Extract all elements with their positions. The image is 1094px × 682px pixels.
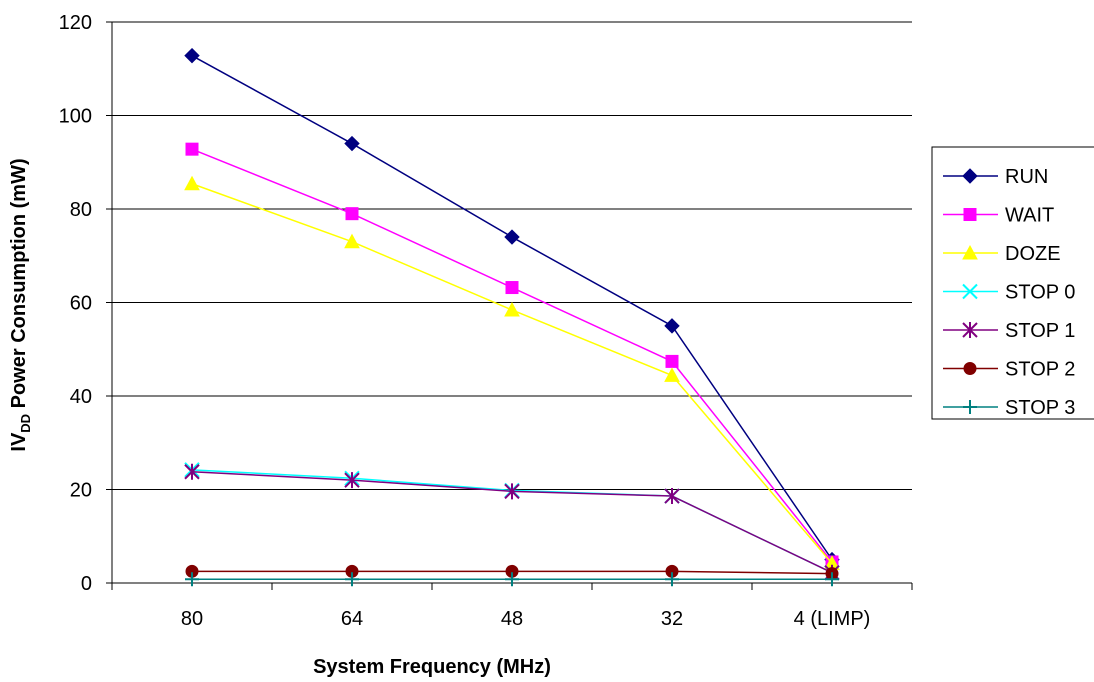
legend-box [931,146,1094,420]
legend-label: STOP 1 [1005,320,1075,342]
series-stop-1 [184,463,840,581]
legend-label: DOZE [1005,243,1061,265]
data-point-doze [504,301,520,317]
legend-marker [963,362,977,375]
data-point-run [504,229,520,245]
legend-label: STOP 2 [1005,359,1075,381]
data-point-stop-3 [185,572,199,587]
data-point-run [664,318,680,334]
legend-marker [962,322,978,338]
legend-marker [963,400,977,414]
series-wait [185,142,839,569]
y-axis-title-prefix: IV [8,432,30,452]
x-tick-label: 4 (LIMP) [794,608,871,630]
series-doze [184,175,840,570]
x-tick-label: 32 [661,608,683,630]
series-stop-2 [185,564,839,581]
legend-item-doze: DOZE [943,243,1061,265]
y-tick-label: 0 [81,573,92,595]
plot-area [184,47,840,587]
legend-label: WAIT [1005,205,1054,227]
data-point-stop-3 [665,572,679,587]
data-point-wait [185,142,199,156]
legend-label: STOP 0 [1005,282,1075,304]
legend-item-stop-1: STOP 1 [943,320,1075,342]
legend-item-stop-2: STOP 2 [943,359,1075,381]
legend-item-wait: WAIT [943,205,1054,227]
y-tick-label: 40 [70,386,92,408]
axes [106,21,913,590]
legend-marker [962,168,978,184]
data-point-wait [345,207,359,221]
legend-label: STOP 3 [1005,397,1075,419]
data-point-stop-1 [344,472,360,489]
legend-item-run: RUN [943,166,1048,188]
data-point-stop-3 [505,572,519,587]
y-axis-title-subscript: DD [18,414,33,433]
y-tick-labels: 0 20 40 60 80 100 120 [59,12,92,595]
y-tick-label: 120 [59,12,92,34]
legend-marker [962,283,978,300]
y-axis-title-suffix: Power Consumption (mW) [8,158,30,414]
series-line-wait [191,148,833,563]
legend-item-stop-0: STOP 0 [943,282,1075,304]
legend: RUN WAIT DOZE STOP 0 STOP 1 STOP 2 STOP 3 [931,146,1094,420]
legend-label: RUN [1005,166,1048,188]
y-axis-title: IVDD Power Consumption (mW) [8,158,33,451]
data-point-run [184,47,200,64]
series-run [184,47,840,568]
gridlines [112,21,912,490]
legend-item-stop-3: STOP 3 [943,397,1075,419]
data-point-run [344,135,360,152]
y-tick-label: 60 [70,293,92,315]
data-point-doze [184,175,200,191]
y-tick-label: 20 [70,480,92,502]
series-stop-0 [184,462,840,581]
x-axis-title: System Frequency (MHz) [313,656,551,678]
data-point-doze [664,367,680,382]
data-point-stop-1 [184,463,200,480]
data-point-stop-3 [345,572,359,587]
data-point-stop-3 [825,572,839,587]
data-point-stop-1 [504,483,520,500]
data-point-stop-1 [664,488,680,505]
data-point-wait [505,281,519,295]
data-point-doze [344,233,360,249]
x-tick-label: 48 [501,608,523,630]
x-tick-label: 64 [341,608,363,630]
x-tick-labels: 80 64 48 32 4 (LIMP) [181,608,870,630]
x-tick-label: 80 [181,608,203,630]
series-stop-3 [185,572,839,587]
y-tick-label: 80 [70,199,92,221]
data-point-wait [665,354,679,368]
y-tick-label: 100 [59,106,92,128]
legend-marker [963,208,977,221]
legend-marker [962,244,978,260]
